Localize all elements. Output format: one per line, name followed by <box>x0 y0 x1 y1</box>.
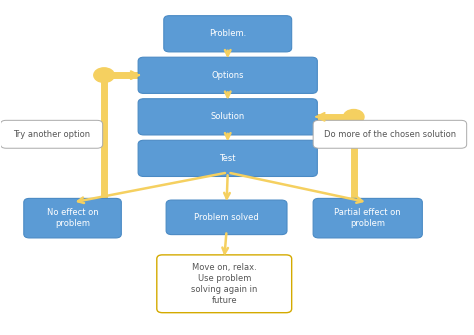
Text: Options: Options <box>211 71 244 80</box>
Circle shape <box>94 68 114 82</box>
Text: Problem solved: Problem solved <box>194 213 259 222</box>
Text: Test: Test <box>219 154 236 163</box>
FancyBboxPatch shape <box>0 120 103 148</box>
Text: No effect on
problem: No effect on problem <box>47 208 99 228</box>
Text: Problem.: Problem. <box>209 29 246 38</box>
Text: Solution: Solution <box>210 112 245 121</box>
FancyBboxPatch shape <box>138 99 317 135</box>
FancyBboxPatch shape <box>138 57 317 93</box>
Text: Do more of the chosen solution: Do more of the chosen solution <box>324 130 456 139</box>
FancyBboxPatch shape <box>138 140 317 177</box>
Text: Try another option: Try another option <box>13 130 90 139</box>
FancyBboxPatch shape <box>313 120 467 148</box>
FancyBboxPatch shape <box>157 255 292 313</box>
Text: Move on, relax.
Use problem
solving again in
future: Move on, relax. Use problem solving agai… <box>191 263 257 305</box>
FancyBboxPatch shape <box>24 198 121 238</box>
FancyBboxPatch shape <box>164 16 292 52</box>
FancyBboxPatch shape <box>313 198 422 238</box>
Text: Partial effect on
problem: Partial effect on problem <box>335 208 401 228</box>
Circle shape <box>344 110 364 124</box>
FancyBboxPatch shape <box>166 200 287 234</box>
